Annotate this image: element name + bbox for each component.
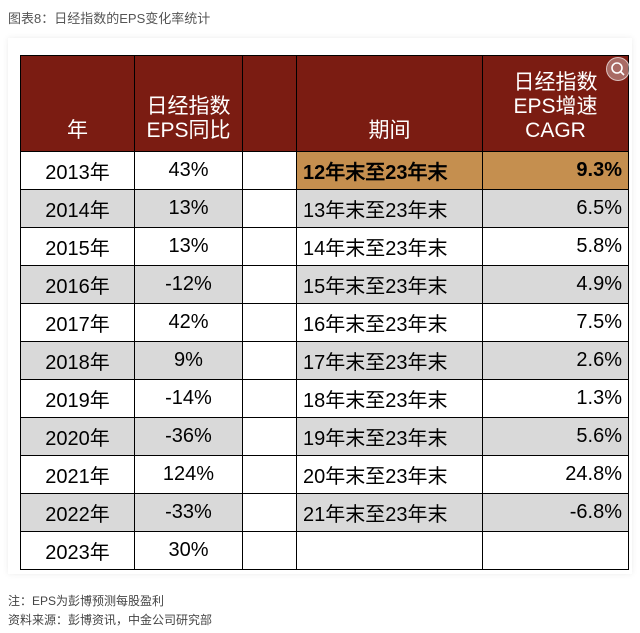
figure-caption: 图表8：日经指数的EPS变化率统计 [8,11,211,26]
cell-cagr: 6.5% [482,189,629,228]
header-yoy: 日经指数 EPS同比 [134,55,243,152]
cell-spacer [242,455,297,494]
cell-cagr: -6.8% [482,493,629,532]
cell-period: 19年末至23年末 [296,417,483,456]
table-row: 2020年 -36% 19年末至23年末 5.6% [20,417,629,456]
cell-year: 2015年 [20,227,135,266]
cell-period: 17年末至23年末 [296,341,483,380]
cell-yoy: -14% [134,379,243,418]
eps-table: 年 日经指数 EPS同比 期间 日经指数 EPS增速 CAGR 2013年 43%… [20,55,629,570]
cell-period: 13年末至23年末 [296,189,483,228]
cell-period [296,531,483,570]
cell-yoy: -12% [134,265,243,304]
cell-yoy: 9% [134,341,243,380]
cell-yoy: 124% [134,455,243,494]
cell-year: 2023年 [20,531,135,570]
cell-year: 2022年 [20,493,135,532]
cell-period: 16年末至23年末 [296,303,483,342]
cell-spacer [242,531,297,570]
table-row: 2023年 30% [20,531,629,570]
cell-yoy: -33% [134,493,243,532]
header-cagr: 日经指数 EPS增速 CAGR [482,55,629,152]
cell-year: 2018年 [20,341,135,380]
cell-cagr: 2.6% [482,341,629,380]
cell-yoy: 30% [134,531,243,570]
cell-cagr: 4.9% [482,265,629,304]
cell-yoy: -36% [134,417,243,456]
table-row: 2014年 13% 13年末至23年末 6.5% [20,189,629,228]
table-row: 2018年 9% 17年末至23年末 2.6% [20,341,629,380]
cell-cagr [482,531,629,570]
cell-yoy: 13% [134,189,243,228]
footnote-note: 注：EPS为彭博预测每股盈利 [8,594,165,608]
cell-cagr: 7.5% [482,303,629,342]
footnotes: 注：EPS为彭博预测每股盈利 资料来源：彭博资讯，中金公司研究部 [8,592,212,630]
header-spacer [242,55,297,152]
cell-year: 2019年 [20,379,135,418]
cell-spacer [242,303,297,342]
table-row: 2015年 13% 14年末至23年末 5.8% [20,227,629,266]
cell-cagr: 24.8% [482,455,629,494]
table-row: 2013年 43% 12年末至23年末 9.3% [20,151,629,190]
lens-icon[interactable] [606,57,630,81]
header-year: 年 [20,55,135,152]
cell-year: 2014年 [20,189,135,228]
cell-period: 20年末至23年末 [296,455,483,494]
cell-cagr: 9.3% [482,151,629,190]
cell-spacer [242,379,297,418]
table-row: 2016年 -12% 15年末至23年末 4.9% [20,265,629,304]
cell-year: 2017年 [20,303,135,342]
cell-period: 15年末至23年末 [296,265,483,304]
cell-spacer [242,493,297,532]
table-row: 2021年 124% 20年末至23年末 24.8% [20,455,629,494]
cell-spacer [242,417,297,456]
table-row: 2017年 42% 16年末至23年末 7.5% [20,303,629,342]
cell-yoy: 13% [134,227,243,266]
cell-year: 2020年 [20,417,135,456]
cell-year: 2013年 [20,151,135,190]
cell-period: 18年末至23年末 [296,379,483,418]
table-row: 2019年 -14% 18年末至23年末 1.3% [20,379,629,418]
cell-period: 14年末至23年末 [296,227,483,266]
cell-year: 2016年 [20,265,135,304]
footnote-source: 资料来源：彭博资讯，中金公司研究部 [8,613,213,627]
cell-year: 2021年 [20,455,135,494]
cell-period: 21年末至23年末 [296,493,483,532]
cell-yoy: 42% [134,303,243,342]
cell-yoy: 43% [134,151,243,190]
header-row: 年 日经指数 EPS同比 期间 日经指数 EPS增速 CAGR [20,55,629,152]
table-row: 2022年 -33% 21年末至23年末 -6.8% [20,493,629,532]
header-period: 期间 [296,55,483,152]
cell-spacer [242,227,297,266]
cell-spacer [242,341,297,380]
cell-period: 12年末至23年末 [296,151,483,190]
cell-spacer [242,265,297,304]
cell-cagr: 5.6% [482,417,629,456]
cell-cagr: 5.8% [482,227,629,266]
cell-spacer [242,189,297,228]
cell-cagr: 1.3% [482,379,629,418]
cell-spacer [242,151,297,190]
